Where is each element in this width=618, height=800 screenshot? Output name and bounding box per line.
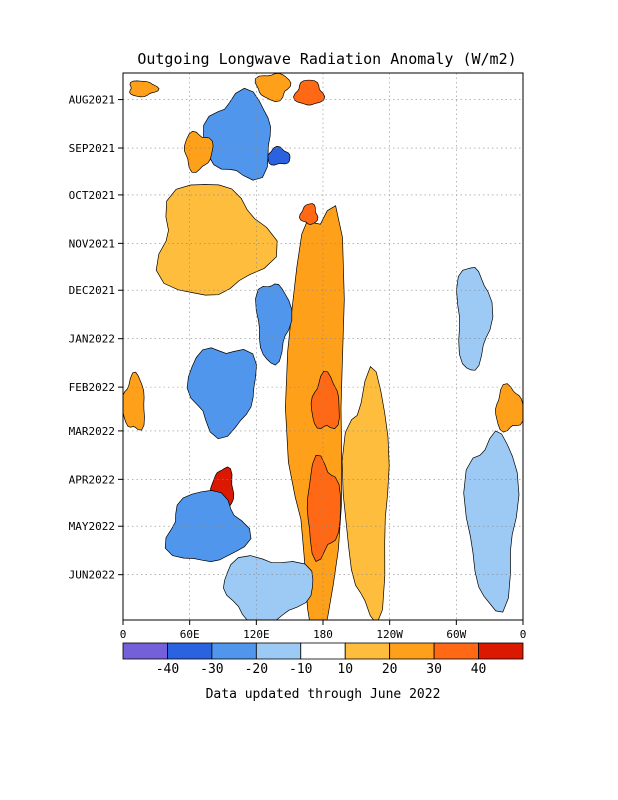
x-tick-label: 180	[313, 628, 333, 641]
x-tick-label: 0	[120, 628, 127, 641]
anomaly-region	[495, 383, 523, 433]
anomaly-region	[456, 267, 494, 371]
colorbar-label: 30	[426, 662, 442, 677]
y-tick-label: JUN2022	[69, 569, 115, 582]
grid-lines	[123, 73, 523, 620]
colorbar-swatch	[433, 642, 479, 660]
anomaly-field	[123, 73, 523, 620]
anomaly-region	[186, 347, 257, 440]
y-tick-label: SEP2021	[69, 142, 115, 155]
y-tick-label: MAY2022	[69, 520, 115, 533]
x-tick-label: 120E	[243, 628, 270, 641]
colorbar-label: 20	[382, 662, 398, 677]
anomaly-region	[267, 145, 291, 166]
anomaly-region	[164, 490, 252, 562]
colorbar-swatch	[344, 642, 391, 660]
y-tick-label: AUG2021	[69, 94, 115, 107]
y-tick-label: APR2022	[69, 473, 115, 486]
colorbar-label: 10	[337, 662, 353, 677]
anomaly-region	[123, 371, 145, 431]
anomaly-region	[463, 430, 520, 613]
anomaly-region	[341, 365, 390, 620]
anomaly-region	[223, 555, 314, 620]
anomaly-region	[183, 131, 214, 173]
colorbar-swatch	[211, 642, 257, 660]
x-tick-label: 0	[520, 628, 527, 641]
colorbar-swatch	[255, 642, 302, 660]
anomaly-region	[255, 283, 293, 366]
colorbar-label: -30	[200, 662, 223, 677]
hovmoller-plot-area	[122, 72, 524, 621]
anomaly-region	[293, 79, 326, 106]
x-tick-label: 120W	[376, 628, 403, 641]
data-updated-footnote: Data updated through June 2022	[206, 687, 441, 702]
colorbar-label: 40	[471, 662, 487, 677]
x-tick-label: 60W	[446, 628, 466, 641]
y-tick-label: DEC2021	[69, 284, 115, 297]
colorbar-label: -10	[289, 662, 312, 677]
anomaly-region	[299, 203, 319, 225]
anomaly-region	[306, 454, 341, 562]
y-tick-label: NOV2021	[69, 237, 115, 250]
anomaly-region	[129, 80, 160, 98]
colorbar-swatch	[167, 642, 213, 660]
y-axis: AUG2021 SEP2021 OCT2021 NOV2021 DEC2021 JAN20…	[69, 94, 123, 582]
colorbar-label: -20	[245, 662, 268, 677]
colorbar: -40 -30 -20 -10 10 20 30 40	[122, 642, 524, 677]
y-tick-label: FEB2022	[69, 381, 115, 394]
y-tick-label: MAR2022	[69, 425, 115, 438]
x-tick-label: 60E	[180, 628, 200, 641]
anomaly-region	[310, 370, 340, 430]
x-axis: 0 60E 120E 180 120W 60W 0	[120, 620, 527, 641]
colorbar-label: -40	[156, 662, 179, 677]
y-tick-label: JAN2022	[69, 333, 115, 346]
anomaly-region	[203, 87, 271, 181]
colorbar-swatch	[389, 642, 435, 660]
colorbar-swatch	[122, 642, 168, 660]
colorbar-swatch	[300, 642, 346, 660]
anomaly-region	[155, 184, 278, 296]
chart-title: Outgoing Longwave Radiation Anomaly (W/m…	[137, 50, 516, 68]
anomaly-region	[254, 73, 292, 102]
y-tick-label: OCT2021	[69, 189, 115, 202]
colorbar-swatch	[478, 642, 524, 660]
